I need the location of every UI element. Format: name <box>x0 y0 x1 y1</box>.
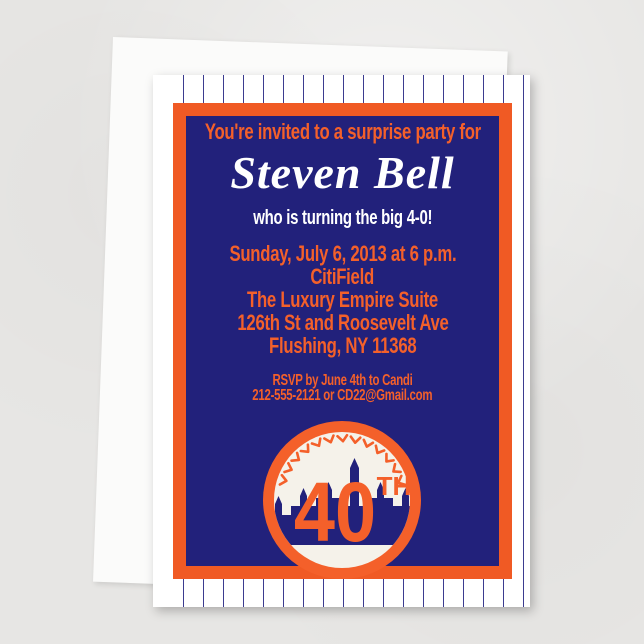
svg-text:TH: TH <box>377 471 412 501</box>
svg-text:40: 40 <box>294 465 376 559</box>
